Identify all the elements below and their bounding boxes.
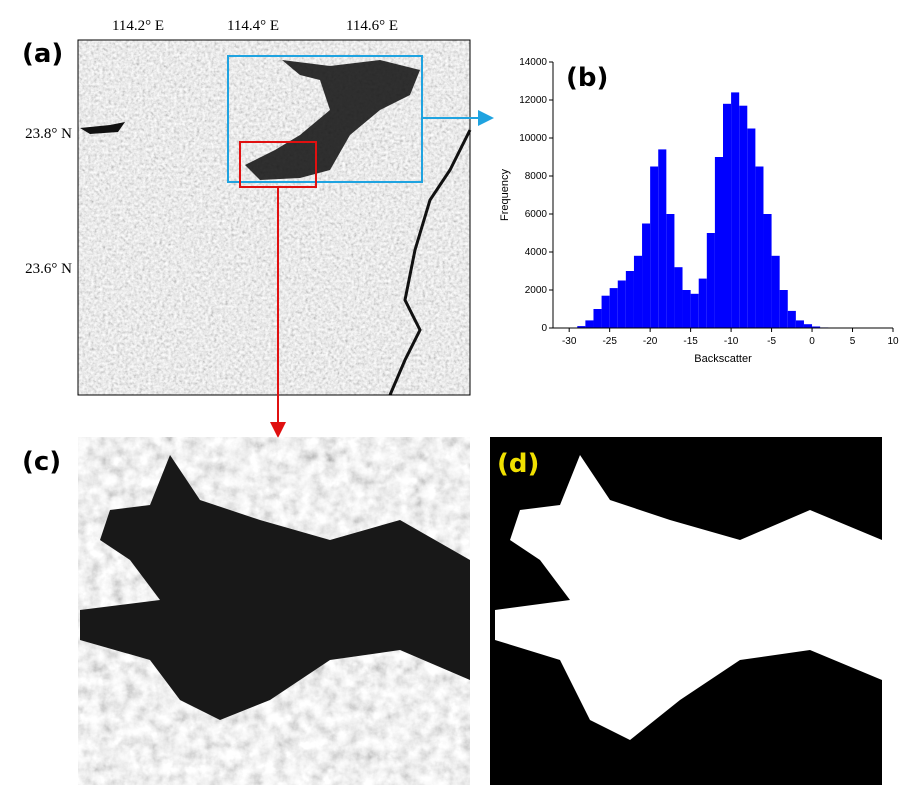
bar — [585, 320, 594, 328]
reservoir — [245, 60, 420, 180]
bar — [723, 103, 732, 328]
bar — [698, 278, 707, 328]
river — [388, 129, 472, 396]
bar — [787, 310, 796, 328]
bar — [674, 267, 683, 328]
panel-label: (d) — [497, 449, 539, 479]
lon-label: 114.6° E — [346, 18, 398, 34]
bar — [666, 214, 675, 328]
y-tick-label: 4000 — [525, 247, 548, 258]
bar — [609, 288, 618, 328]
y-tick-label: 10000 — [519, 133, 547, 144]
bar — [642, 223, 651, 328]
y-tick-label: 14000 — [519, 57, 547, 68]
x-tick-label: 0 — [809, 336, 815, 347]
bar — [795, 320, 804, 328]
x-tick-label: -25 — [602, 336, 617, 347]
lat-label: 23.6° N — [25, 261, 72, 277]
bar — [650, 166, 659, 328]
frame — [77, 39, 471, 396]
x-tick-label: 10 — [887, 336, 899, 347]
lon-label: 114.4° E — [227, 18, 279, 34]
lat-label: 23.8° N — [25, 126, 72, 142]
x-tick-label: -5 — [767, 336, 776, 347]
bar — [714, 157, 723, 328]
x-axis-label: Backscatter — [694, 353, 752, 365]
y-tick-label: 2000 — [525, 285, 548, 296]
x-tick-label: -10 — [724, 336, 739, 347]
bar — [690, 293, 699, 328]
y-tick-label: 6000 — [525, 209, 548, 220]
bar — [706, 233, 715, 328]
water-area — [495, 455, 882, 740]
bar — [731, 92, 740, 329]
x-tick-label: -15 — [683, 336, 698, 347]
bar — [577, 326, 586, 328]
bar — [747, 128, 756, 328]
x-tick-label: -20 — [643, 336, 658, 347]
bar — [763, 214, 772, 328]
panel-label: (b) — [566, 63, 608, 93]
y-tick-label: 0 — [541, 323, 547, 334]
x-tick-label: -30 — [562, 336, 577, 347]
reservoir — [80, 455, 470, 720]
bar — [682, 290, 691, 328]
bar — [803, 324, 813, 328]
map-panel: 114.2° E 114.4° E 114.6° E 23.8° N 23.6°… — [22, 18, 494, 438]
zoom-panel: (c) — [22, 437, 470, 785]
water — [80, 122, 125, 134]
satellite-image — [78, 40, 470, 395]
bar — [625, 271, 634, 328]
x-tick-label: 5 — [850, 336, 856, 347]
y-tick-label: 8000 — [525, 171, 548, 182]
bar — [771, 255, 780, 328]
y-tick-label: 12000 — [519, 95, 547, 106]
bar — [755, 166, 764, 328]
bar — [617, 280, 626, 328]
panel-label: (a) — [22, 39, 63, 69]
bar — [812, 326, 821, 328]
bar — [779, 290, 788, 328]
bar — [593, 309, 602, 328]
bar — [658, 149, 667, 328]
panel-label: (c) — [22, 447, 61, 477]
bar — [739, 105, 748, 328]
bar — [601, 295, 610, 328]
mask-panel: (d) — [490, 437, 882, 785]
bar — [633, 255, 643, 328]
lon-label: 114.2° E — [112, 18, 164, 34]
y-axis-label: Frequency — [499, 169, 511, 221]
